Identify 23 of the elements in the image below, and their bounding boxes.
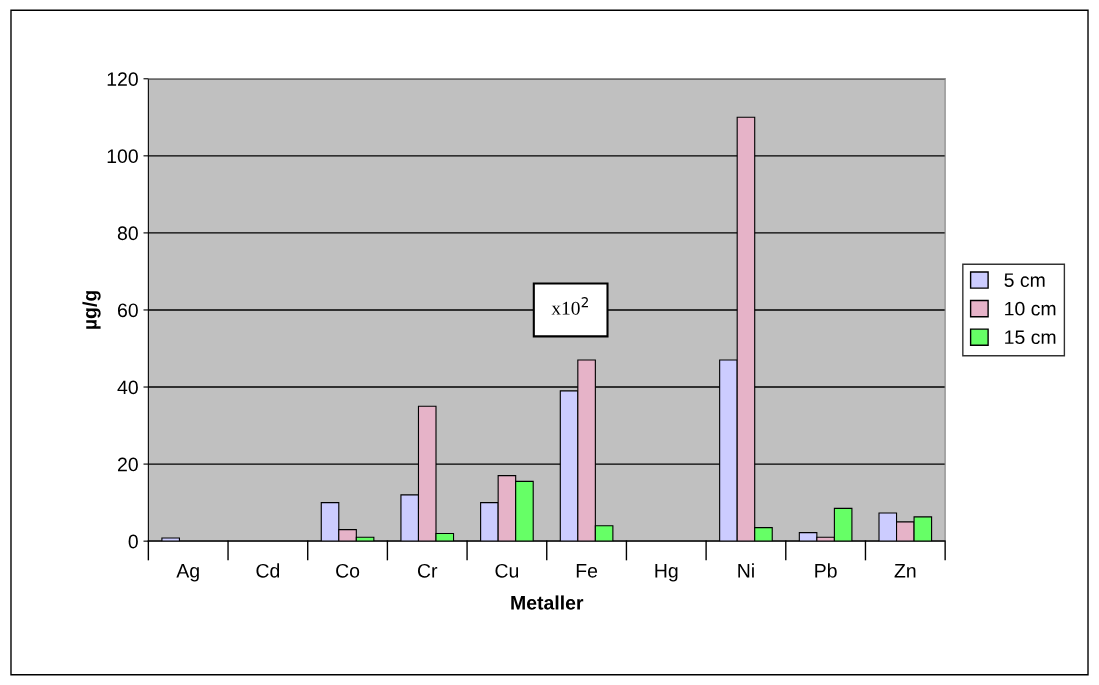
x-tick-label: Cu (495, 563, 519, 578)
y-tick-label: 0 (128, 534, 138, 549)
x-tick-label: Ag (176, 564, 199, 582)
y-tick-label: 40 (117, 380, 138, 395)
legend-label: 10 cm (1005, 301, 1056, 316)
x-axis-title: Metaller (511, 595, 584, 610)
x-tick-label: Pb (815, 563, 837, 578)
y-tick-label: 20 (118, 457, 138, 472)
y-axis-title: µg/g (82, 291, 101, 329)
y-tick-label: 80 (117, 226, 138, 241)
x-tick-label: Cr (417, 563, 438, 578)
x-tick-label: Hg (655, 564, 678, 582)
y-tick-label: 120 (107, 72, 138, 87)
y-tick-label: 100 (107, 149, 138, 164)
x-tick-label: Cd (256, 563, 280, 578)
x-tick-label: Co (336, 563, 360, 578)
x-tick-label: Zn (894, 564, 916, 578)
legend-label: 15 cm (1005, 330, 1056, 345)
annotation: x10$^{2}$ (551, 297, 588, 315)
x-tick-label: Ni (738, 563, 754, 578)
legend-label: 5 cm (1004, 273, 1045, 287)
x-tick-label: Fe (576, 564, 598, 578)
y-tick-label: 60 (118, 303, 138, 318)
